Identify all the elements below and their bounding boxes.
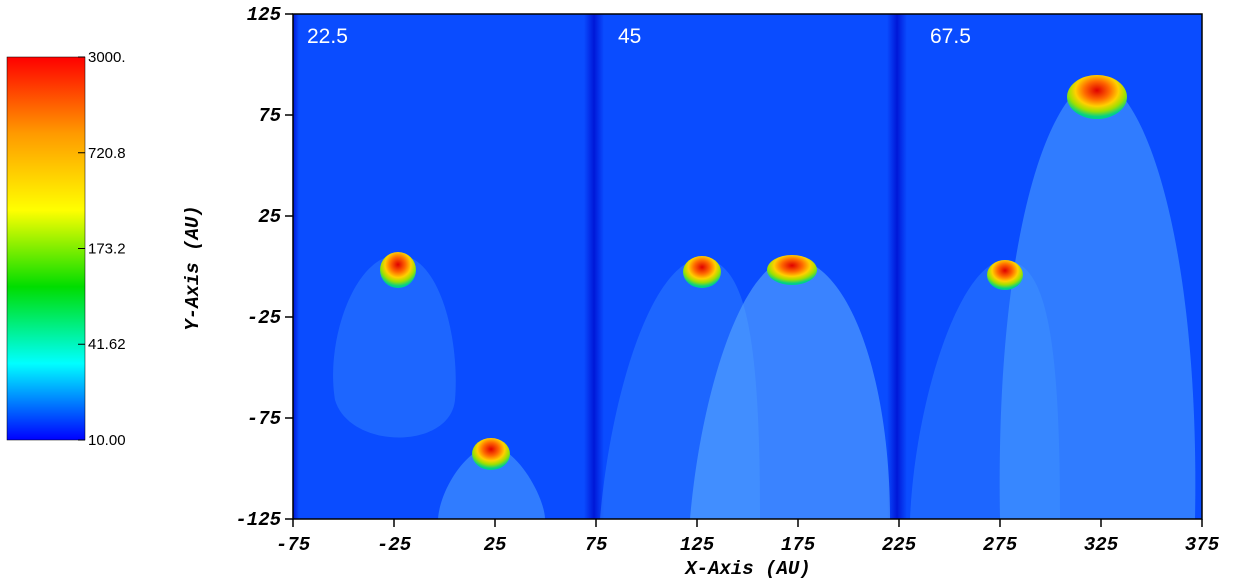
colorbar [6, 56, 86, 441]
colorbar-tick-label: 173.2 [88, 241, 126, 258]
y-tick-label: -75 [247, 408, 282, 430]
x-tick-label: 75 [585, 534, 608, 556]
x-tick-label: 375 [1185, 534, 1220, 556]
x-tick-label: 275 [983, 534, 1018, 556]
field-image [293, 14, 1202, 519]
y-tick-label: 125 [247, 4, 282, 26]
annotation: 22.5 [307, 25, 348, 48]
x-axis-title: X-Axis (AU) [684, 558, 810, 580]
y-tick-label: 75 [258, 105, 281, 127]
x-tick-label: -25 [377, 534, 412, 556]
x-tick-label: 125 [680, 534, 715, 556]
x-tick-label: -75 [276, 534, 311, 556]
plot-frame [292, 13, 1203, 520]
x-tick-label: 225 [882, 534, 917, 556]
y-axis-title: Y-Axis (AU) [182, 205, 204, 330]
y-tick-label: 25 [258, 206, 281, 228]
annotation: 45 [618, 25, 641, 48]
y-tick-label: -25 [247, 307, 282, 329]
x-tick-label: 325 [1084, 534, 1119, 556]
x-tick-label: 175 [781, 534, 816, 556]
colorbar-tick-label: 41.62 [88, 336, 126, 353]
colorbar-tick-label: 3000. [88, 49, 126, 66]
y-tick-label: -125 [235, 509, 281, 531]
colorbar-tick-label: 720.8 [88, 145, 126, 162]
annotation: 67.5 [930, 25, 971, 48]
colorbar-tick-label: 10.00 [88, 432, 126, 449]
x-tick-label: 25 [484, 534, 507, 556]
